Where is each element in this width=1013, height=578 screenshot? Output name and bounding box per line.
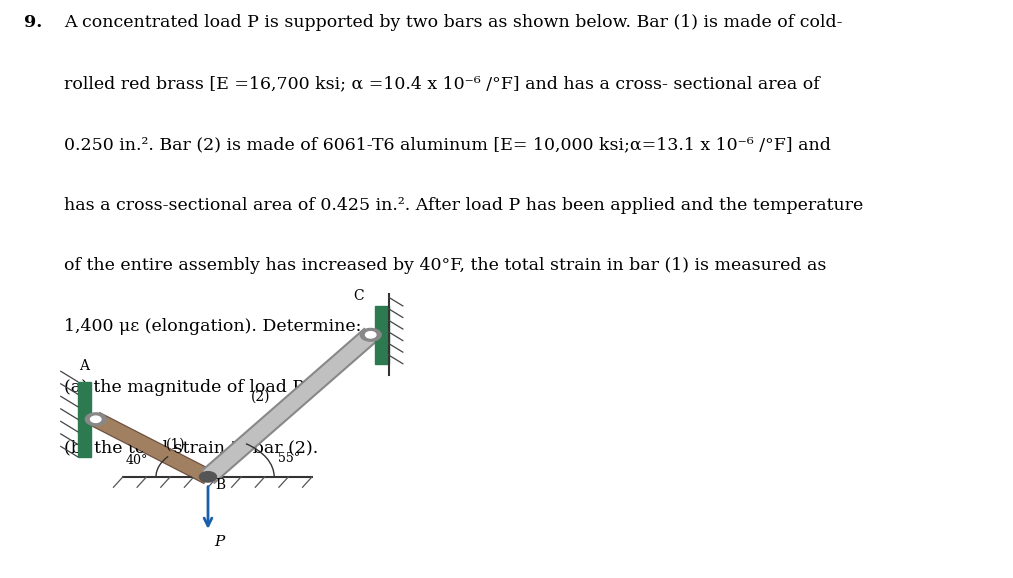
Text: has a cross-sectional area of 0.425 in.². After load P has been applied and the : has a cross-sectional area of 0.425 in.²… — [64, 197, 863, 213]
Text: rolled red brass [E =16,700 ksi; α =10.4 x 10⁻⁶ /°F] and has a cross- sectional : rolled red brass [E =16,700 ksi; α =10.4… — [64, 75, 821, 92]
Text: (b) the total strain in bar (2).: (b) the total strain in bar (2). — [64, 439, 318, 456]
Text: A: A — [79, 359, 89, 373]
Text: 9.: 9. — [23, 14, 42, 31]
Text: C: C — [354, 289, 364, 303]
Circle shape — [200, 472, 217, 482]
Circle shape — [90, 416, 101, 423]
Text: 40°: 40° — [126, 454, 148, 467]
Text: A concentrated load P is supported by two bars as shown below. Bar (1) is made o: A concentrated load P is supported by tw… — [64, 14, 843, 31]
Text: B: B — [216, 478, 226, 492]
Text: (1): (1) — [166, 438, 185, 452]
Text: P: P — [215, 535, 225, 549]
Text: of the entire assembly has increased by 40°F, the total strain in bar (1) is mea: of the entire assembly has increased by … — [64, 257, 827, 274]
Circle shape — [85, 413, 106, 425]
Bar — [78, 381, 91, 457]
Circle shape — [361, 328, 381, 341]
Circle shape — [366, 332, 376, 338]
Text: 55°: 55° — [279, 452, 301, 465]
Text: (a) the magnitude of load P.: (a) the magnitude of load P. — [64, 379, 306, 395]
Text: 0.250 in.². Bar (2) is made of 6061-T6 aluminum [E= 10,000 ksi;α=13.1 x 10⁻⁶ /°F: 0.250 in.². Bar (2) is made of 6061-T6 a… — [64, 136, 831, 153]
Text: (2): (2) — [251, 390, 270, 404]
Text: 1,400 με (elongation). Determine:: 1,400 με (elongation). Determine: — [64, 318, 362, 335]
Bar — [376, 306, 389, 364]
